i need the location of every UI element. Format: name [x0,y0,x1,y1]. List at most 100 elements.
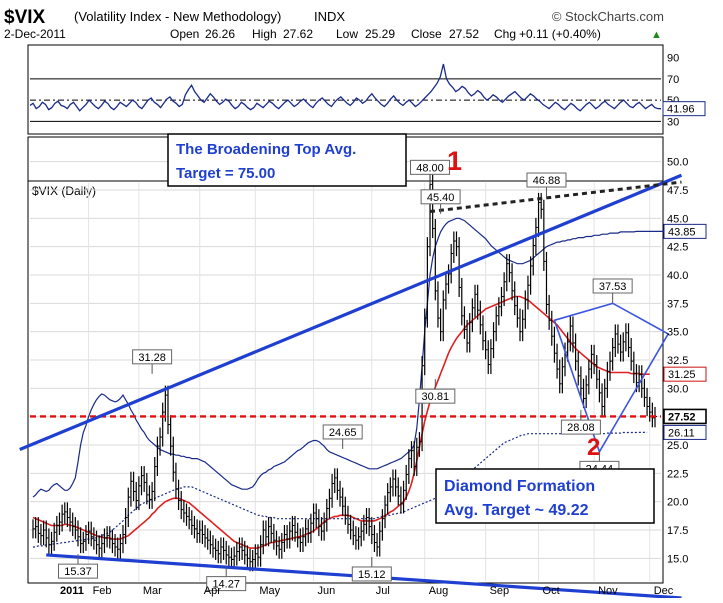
price-bar-layer [32,174,657,572]
close-label: Close [411,27,442,41]
price-tick-label: 47.5 [667,185,688,197]
annotation-box [592,278,633,294]
annotation-label: 48.00 [416,162,444,174]
exchange: INDX [314,9,345,24]
annotation-layer: 31.28 15.37 14.27 24.65 15.12 48.00 45.40 30.81… [57,159,633,592]
value-marker-box [663,223,707,239]
diamond-target: Avg. Target ~ 49.22 [444,502,589,519]
moving-average-line [32,295,650,549]
close-value: 27.52 [449,27,479,41]
annotation-box [560,419,601,435]
broadening-top-title: The Broadening Top Avg. [176,141,356,158]
month-label: Apr [204,585,221,597]
price-grid [30,161,661,581]
annotation-label: 37.53 [599,281,627,293]
annotation-box [206,576,247,592]
indicator-last-value: 41.96 [667,104,695,116]
low-label: Low [336,27,358,41]
price-tick-label: 20.0 [667,497,688,509]
month-axis: 2011 Feb Mar Apr May Jun Jul Aug Sep Oct Nov Dec [60,585,674,597]
high-label: High [252,27,277,41]
price-tick-label: 17.5 [667,525,688,537]
month-label: May [259,585,280,597]
price-tick-label: 15.0 [667,553,688,565]
price-tick-label: 50.0 [667,157,688,169]
chg-value: +0.11 (+0.40%) [519,27,601,41]
month-label: Feb [93,585,112,597]
month-label: Dec [654,585,674,597]
annotation-label: 14.27 [212,579,240,591]
annotation-label: 46.88 [533,175,561,187]
month-label: Aug [429,585,449,597]
index-name: (Volatility Index - New Methodology) [74,9,281,24]
price-tick-label: 32.5 [667,355,688,367]
value-marker-box [663,424,707,440]
value-marker-label: 43.85 [668,226,696,238]
price-chart-title: $VIX (Daily) [32,184,96,198]
price-tick-label: 42.5 [667,242,688,254]
month-label: Sep [490,585,510,597]
quote-date: 2-Dec-2011 [4,27,66,41]
lower-band-line [33,431,648,548]
annotation-box [132,349,173,365]
annotation-box [57,563,98,579]
diamond-callout [435,468,655,524]
annotation-box [420,189,461,205]
indicator-grid [30,78,661,122]
indicator-panel [27,44,664,135]
month-label: Nov [598,585,618,597]
brand: © StockCharts.com [552,9,664,24]
up-arrow-icon: ▲ [651,29,662,41]
price-axis: 15.017.520.022.525.027.530.032.535.037.5… [663,157,707,565]
price-tick-label: 45.0 [667,213,688,225]
month-label: Jun [318,585,336,597]
indicator-tick-label: 70 [667,74,679,86]
price-tick-label: 22.5 [667,468,688,480]
annotation-box [415,388,456,404]
month-label: Jul [376,585,390,597]
price-tick-label: 40.0 [667,270,688,282]
wave-1-label: 1 [447,146,462,176]
value-marker-label: 31.25 [668,369,696,381]
value-marker-box [663,408,707,425]
band-layer [32,217,674,549]
diamond-title: Diamond Formation [444,478,595,495]
open-label: Open [170,27,199,41]
month-label: 2011 [60,585,84,597]
price-tick-label: 25.0 [667,440,688,452]
indicator-last-value-box [662,101,706,117]
value-marker-label: 26.11 [668,427,695,439]
annotation-label: 24.65 [329,427,357,439]
price-tick-label: 37.5 [667,298,688,310]
indicator-tick-label: 90 [667,53,679,65]
open-value: 26.26 [205,27,235,41]
diamond-formation [553,302,670,454]
annotation-label: 45.40 [427,192,455,204]
broadening-top-target: Target = 75.00 [176,165,275,182]
dotted-top-line [429,180,682,214]
annotation-label: 28.08 [567,422,595,434]
annotation-box [526,172,567,188]
value-marker-label: 27.52 [668,411,696,423]
annotation-label: 30.81 [422,391,450,403]
broadening-top-callout [167,133,407,187]
wave-2-label: 2 [587,434,600,461]
low-value: 25.29 [365,27,395,41]
price-tick-label: 35.0 [667,327,688,339]
symbol: $VIX [4,7,46,28]
month-label: Oct [543,585,560,597]
annotation-label: 15.37 [64,566,92,578]
value-marker-box [663,366,707,382]
high-value: 27.62 [283,27,313,41]
indicator-tick-label: 30 [667,116,679,128]
annotation-label: 31.28 [138,352,166,364]
annotation-label: 15.12 [358,569,386,581]
chg-label: Chg [494,27,516,41]
upper-band-line [32,217,674,498]
annotation-box [410,159,451,175]
indicator-line [29,63,662,112]
annotation-box [351,566,392,582]
